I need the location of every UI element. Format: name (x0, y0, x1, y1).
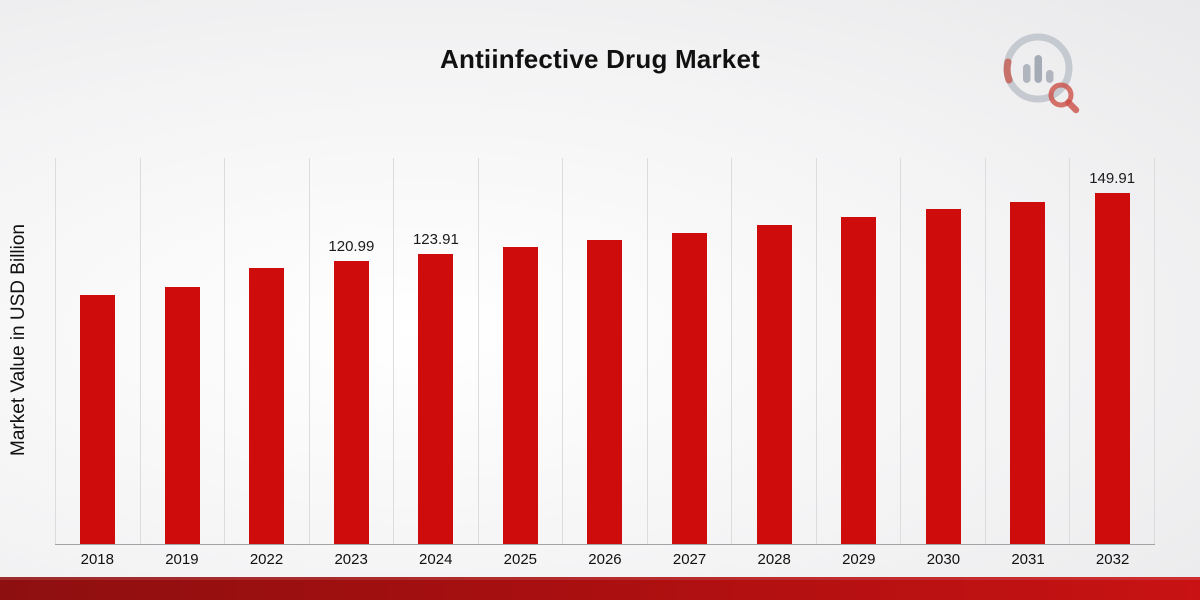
bar (333, 260, 369, 544)
x-tick-label: 2018 (80, 551, 114, 568)
bar-value-label: 123.91 (412, 231, 459, 249)
x-tick-label: 2032 (1095, 551, 1130, 568)
bar (671, 232, 707, 544)
bar (756, 225, 792, 544)
x-tick-label: 2025 (503, 551, 538, 568)
bar (587, 240, 623, 544)
bar-column (477, 158, 563, 544)
chart-title: Antiinfective Drug Market (440, 44, 760, 74)
x-tick-label: 2030 (926, 551, 961, 568)
bar-column: 149.91 (1069, 158, 1155, 544)
x-tick-label: 2031 (1011, 551, 1045, 568)
bar (1094, 193, 1130, 544)
bar (925, 209, 961, 544)
x-axis-labels: 2018 2019 2022 2023 2024 2025 2026 2027 2028 2029… (55, 551, 1155, 568)
y-axis-label-wrap: Market Value in USD Billion (6, 160, 32, 520)
x-tick-label: 2029 (842, 551, 876, 568)
x-tick-label: 2023 (334, 551, 368, 568)
x-tick-label: 2019 (165, 551, 199, 568)
bar (80, 294, 116, 544)
bar-column (900, 158, 985, 544)
x-tick-label: 2027 (672, 551, 707, 568)
bar-column (139, 158, 225, 544)
market-research-logo-icon (1003, 33, 1080, 114)
x-tick-label: 2028 (757, 551, 791, 568)
bar-column: 123.91 (393, 158, 478, 544)
bar (164, 286, 200, 544)
bar-value-label: 120.99 (328, 237, 375, 255)
x-tick-label: 2026 (588, 551, 622, 568)
bar-column (562, 158, 647, 544)
bar-column (646, 158, 732, 544)
plot-area: 120.99 123.91 149.91 (55, 158, 1155, 545)
x-tick-label: 2024 (419, 551, 453, 568)
bottom-red-ribbon (0, 577, 1200, 600)
bar-column (224, 158, 309, 544)
bar-value-label: 149.91 (1089, 170, 1136, 188)
bar-column: 120.99 (308, 158, 394, 544)
bar (841, 217, 877, 544)
bar (418, 254, 454, 544)
y-axis-label: Market Value in USD Billion (8, 224, 29, 456)
bar (1010, 201, 1046, 544)
bar-column (984, 158, 1070, 544)
bar-column (815, 158, 901, 544)
bar (502, 247, 538, 544)
bar-column (55, 158, 140, 544)
bar-column (731, 158, 816, 544)
x-tick-label: 2022 (249, 551, 284, 568)
bar (249, 267, 285, 544)
